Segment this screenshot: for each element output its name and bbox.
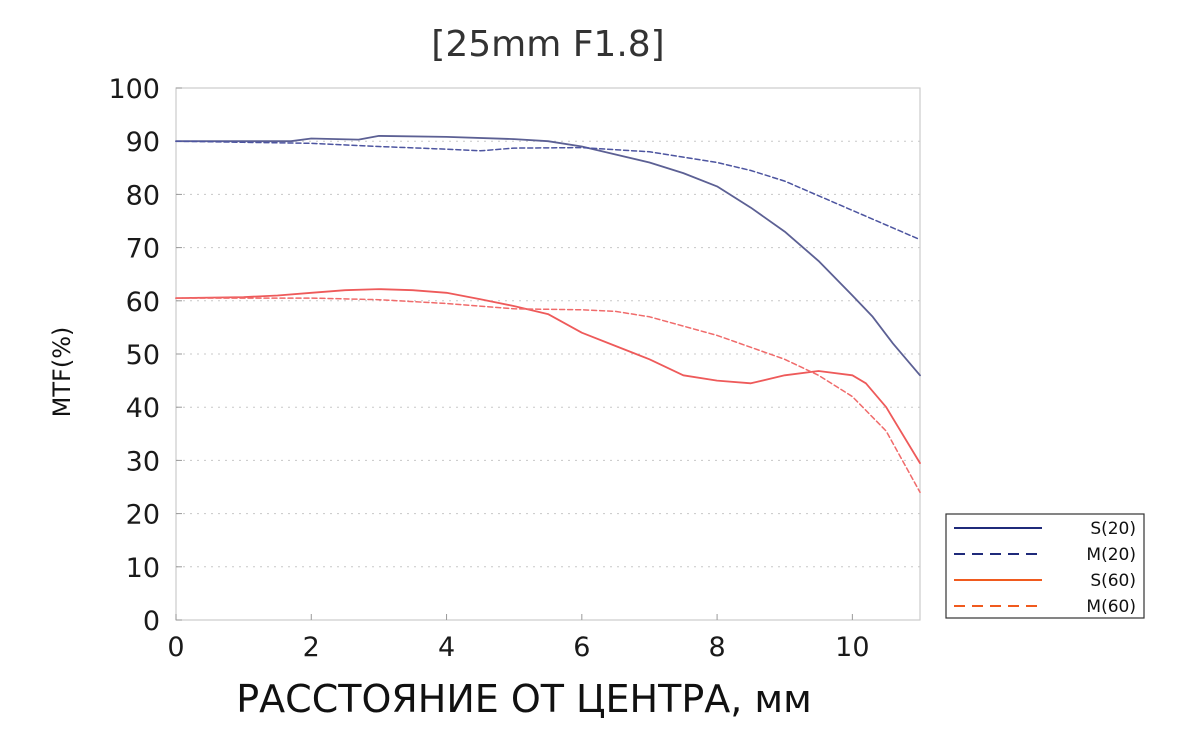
y-axis-ticks: 0 10 20 30 40 50 60 70 80 90 100	[108, 74, 182, 637]
x-tick-label: 6	[573, 632, 590, 663]
x-axis-label: РАССТОЯНИЕ ОТ ЦЕНТРА, мм	[236, 677, 812, 721]
y-tick-label: 90	[126, 127, 160, 158]
y-tick-label: 30	[126, 446, 160, 477]
legend-label: S(60)	[1090, 571, 1136, 591]
y-tick-label: 40	[126, 393, 160, 424]
y-tick-label: 70	[126, 234, 160, 265]
legend-label: S(20)	[1090, 519, 1136, 539]
series-line-s-20	[175, 135, 921, 377]
y-tick-label: 80	[126, 180, 160, 211]
chart-title: [25mm F1.8]	[431, 24, 664, 65]
legend-box	[945, 513, 1145, 619]
x-axis-ticks: 0 2 4 6 8 10	[167, 614, 870, 663]
series-line-m-60	[175, 297, 921, 494]
x-tick-label: 8	[708, 632, 725, 663]
y-tick-label: 10	[126, 553, 160, 584]
series-lines	[175, 135, 921, 494]
y-tick-label: 60	[126, 287, 160, 318]
series-line-s-60	[175, 288, 921, 464]
y-tick-label: 0	[143, 606, 160, 637]
series-line-m-20	[175, 140, 921, 241]
y-tick-label: 50	[126, 340, 160, 371]
legend-label: M(20)	[1086, 545, 1136, 565]
x-tick-label: 0	[167, 632, 184, 663]
y-axis-label: MTF(%)	[48, 327, 76, 418]
legend-label: M(60)	[1086, 597, 1136, 617]
legend: S(20) M(20) S(60) M(60)	[945, 513, 1145, 619]
x-tick-label: 4	[438, 632, 455, 663]
x-tick-label: 2	[303, 632, 320, 663]
y-tick-label: 100	[108, 74, 160, 105]
x-tick-label: 10	[835, 632, 869, 663]
y-tick-label: 20	[126, 500, 160, 531]
